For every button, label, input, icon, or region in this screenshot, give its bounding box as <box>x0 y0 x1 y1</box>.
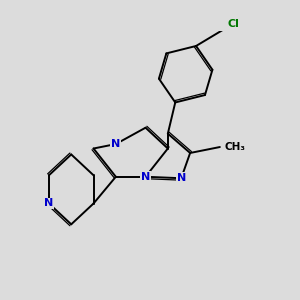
Text: CH₃: CH₃ <box>224 142 245 152</box>
Text: N: N <box>111 139 120 149</box>
Text: N: N <box>44 199 54 208</box>
Text: Cl: Cl <box>227 19 239 29</box>
Text: N: N <box>141 172 150 182</box>
Text: N: N <box>177 173 186 183</box>
